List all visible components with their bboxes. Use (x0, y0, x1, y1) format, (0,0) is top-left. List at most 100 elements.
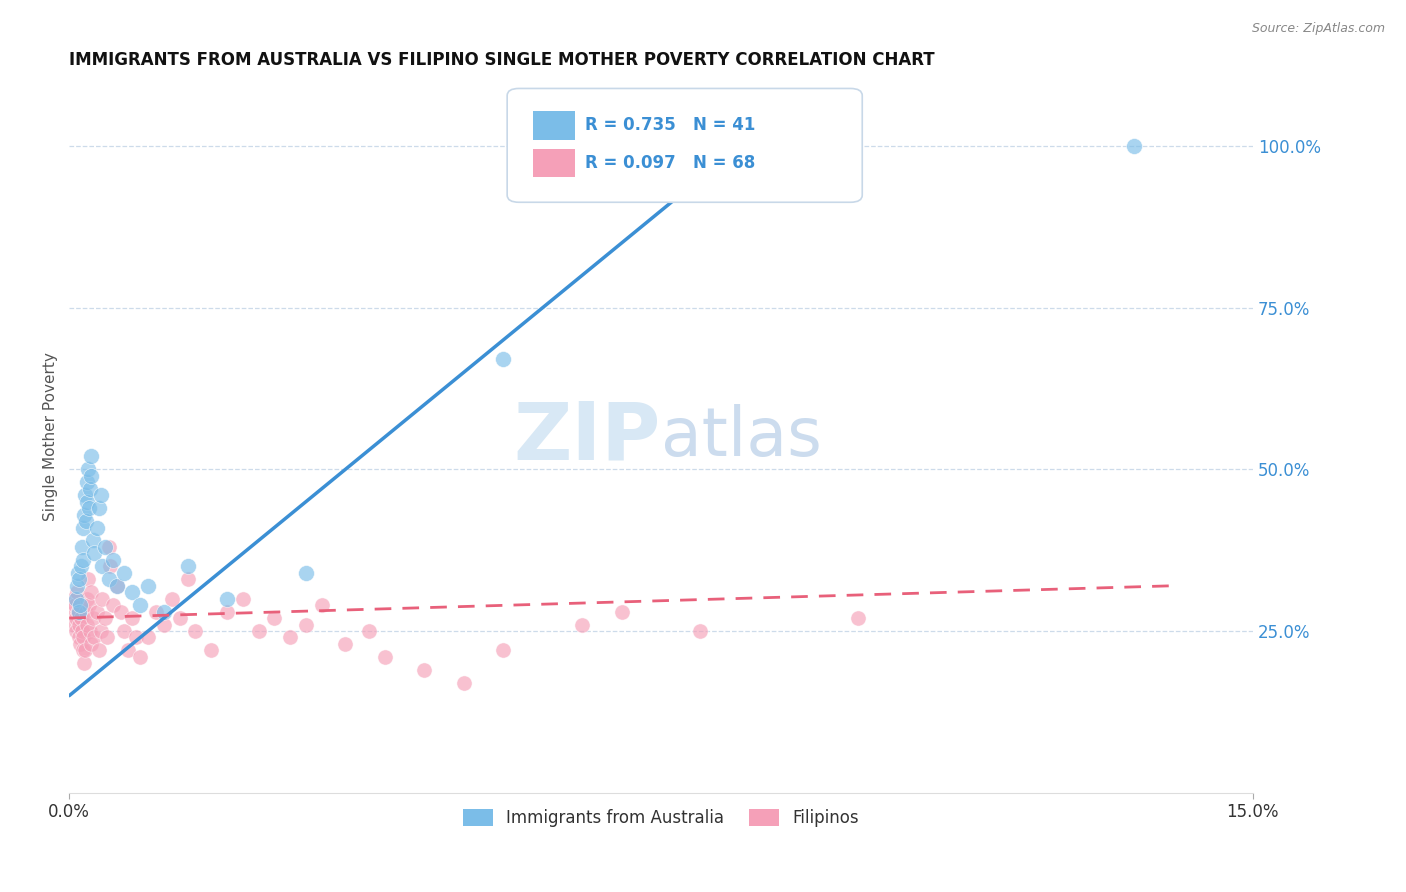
Point (153, 605, 176, 619)
Point (374, 649, 396, 664)
Point (90, 488, 112, 502)
Point (129, 649, 152, 664)
Point (846, 611, 869, 625)
Point (70, 540, 93, 554)
Point (79, 450, 101, 464)
Point (77, 462, 100, 476)
Point (689, 624, 711, 638)
Point (93, 611, 115, 625)
Point (335, 637, 357, 651)
Point (105, 579, 128, 593)
Point (110, 605, 132, 619)
Text: atlas: atlas (661, 404, 823, 470)
Point (571, 617, 593, 632)
Point (89, 501, 111, 516)
Point (73, 657, 96, 671)
Point (136, 631, 159, 645)
Point (65, 611, 87, 625)
Point (105, 579, 128, 593)
Point (101, 553, 124, 567)
Point (129, 598, 152, 612)
Point (82, 533, 104, 548)
Point (83, 546, 105, 560)
Point (79, 624, 101, 638)
Point (295, 617, 318, 632)
Point (62, 591, 84, 606)
Point (295, 566, 318, 580)
Point (311, 598, 333, 612)
Point (63, 617, 86, 632)
Point (101, 598, 124, 612)
Point (160, 591, 183, 606)
Point (72, 643, 94, 657)
Point (184, 624, 207, 638)
Point (69, 598, 91, 612)
Point (176, 572, 198, 586)
Point (91, 559, 114, 574)
Point (82, 611, 104, 625)
Point (66, 605, 89, 619)
Point (83, 631, 105, 645)
Point (69, 617, 91, 632)
Point (278, 631, 301, 645)
Point (97, 540, 120, 554)
Point (247, 624, 270, 638)
Point (65, 591, 87, 606)
Text: ZIP: ZIP (513, 398, 661, 476)
Point (67, 631, 90, 645)
Point (72, 631, 94, 645)
Point (76, 617, 98, 632)
Point (728, 152, 751, 166)
Point (69, 572, 91, 586)
Point (145, 605, 167, 619)
Point (1123, 139, 1146, 153)
Point (63, 598, 86, 612)
Point (359, 624, 381, 638)
Text: R = 0.735   N = 41: R = 0.735 N = 41 (585, 117, 755, 135)
Text: IMMIGRANTS FROM AUSTRALIA VS FILIPINO SINGLE MOTHER POVERTY CORRELATION CHART: IMMIGRANTS FROM AUSTRALIA VS FILIPINO SI… (69, 51, 935, 69)
Point (66, 585, 89, 599)
Point (72, 520, 94, 534)
Point (66, 566, 89, 580)
Point (73, 508, 96, 522)
Point (90, 624, 112, 638)
Point (492, 643, 515, 657)
Point (97, 572, 120, 586)
Point (73, 488, 96, 502)
Point (91, 591, 114, 606)
Point (176, 559, 198, 574)
Text: Source: ZipAtlas.com: Source: ZipAtlas.com (1251, 22, 1385, 36)
Point (232, 591, 254, 606)
Bar (533, 112, 575, 140)
Point (86, 605, 108, 619)
Point (89, 643, 111, 657)
Point (72, 553, 94, 567)
Point (153, 617, 176, 632)
Point (263, 611, 285, 625)
Y-axis label: Single Mother Poverty: Single Mother Poverty (44, 352, 58, 522)
Point (79, 637, 101, 651)
Point (77, 501, 100, 516)
Point (413, 663, 436, 677)
Point (121, 585, 143, 599)
Point (215, 605, 238, 619)
Point (114, 566, 136, 580)
Point (75, 605, 97, 619)
Point (77, 572, 100, 586)
Point (66, 579, 89, 593)
Point (70, 624, 93, 638)
Point (117, 643, 139, 657)
Point (86, 520, 108, 534)
Point (77, 598, 100, 612)
Point (114, 624, 136, 638)
Text: R = 0.097   N = 68: R = 0.097 N = 68 (585, 154, 755, 172)
Point (492, 352, 515, 367)
Point (136, 579, 159, 593)
Bar (533, 149, 575, 178)
Point (76, 475, 98, 490)
Point (121, 611, 143, 625)
Point (70, 611, 93, 625)
Point (80, 468, 103, 483)
Point (200, 643, 222, 657)
Point (76, 591, 98, 606)
